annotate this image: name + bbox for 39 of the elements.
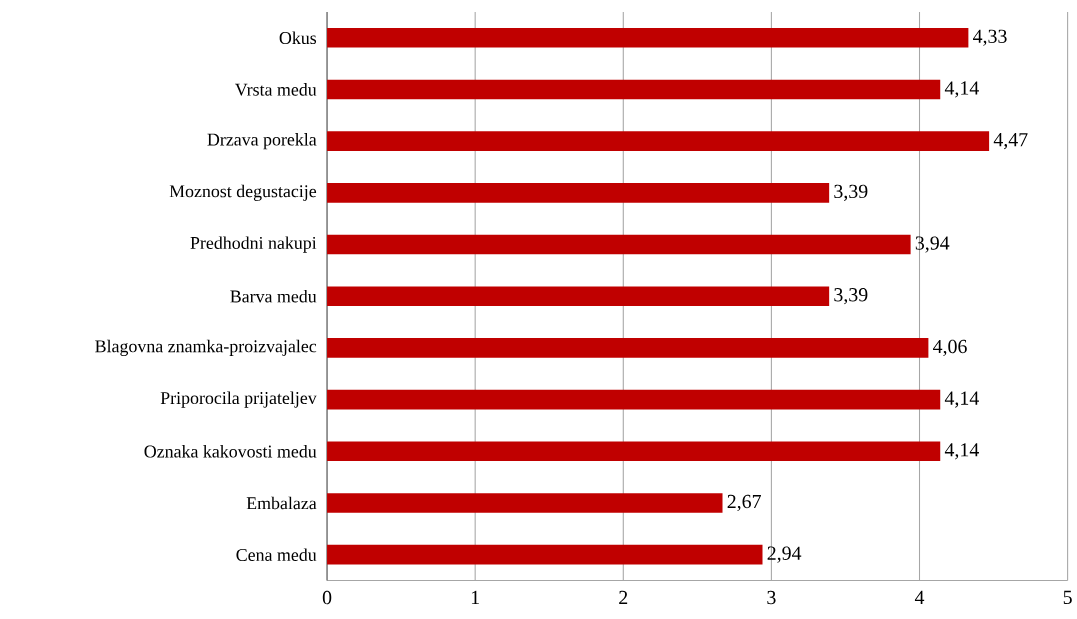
data-label: 4,14 <box>944 81 979 98</box>
bar <box>327 441 941 461</box>
y-tick-label: Predhodni nakupi <box>190 236 317 253</box>
data-label: 3,39 <box>834 184 868 201</box>
y-tick-label: Vrsta medu <box>235 82 317 96</box>
bar <box>327 544 763 565</box>
bar <box>327 182 830 203</box>
bar <box>327 79 941 100</box>
bar <box>327 389 941 410</box>
data-label: 2,94 <box>767 546 802 563</box>
data-label: 4,06 <box>933 339 967 356</box>
x-tick-label: 5 <box>1063 590 1072 604</box>
x-tick-label: 0 <box>322 590 332 605</box>
data-label: 4,33 <box>973 29 1007 46</box>
data-label: 4,14 <box>944 443 979 460</box>
data-label: 4,47 <box>993 132 1028 150</box>
x-tick-label: 1 <box>471 590 479 604</box>
x-tick-label: 2 <box>619 590 628 604</box>
x-tick-label: 4 <box>914 590 925 604</box>
bar <box>327 27 969 48</box>
y-tick-label: Cena medu <box>236 548 317 561</box>
bar <box>327 131 990 151</box>
data-label: 4,14 <box>944 391 979 408</box>
bar <box>327 234 911 255</box>
data-label: 2,67 <box>727 494 761 511</box>
y-tick-label: Oznaka kakovosti medu <box>144 444 317 458</box>
x-tick-label: 3 <box>767 590 776 605</box>
y-tick-label: Drzava porekla <box>207 132 317 150</box>
y-tick-label: Moznost degustacije <box>169 184 317 201</box>
y-tick-label: Embalaza <box>246 496 317 510</box>
bar <box>327 493 723 513</box>
bar <box>327 337 929 358</box>
y-tick-label: Priporocila prijateljev <box>160 391 317 408</box>
y-tick-label: Okus <box>279 31 317 44</box>
bar <box>327 286 830 306</box>
y-tick-label: Barva medu <box>230 289 317 303</box>
y-tick-label: Blagovna znamka-proizvajalec <box>95 339 317 356</box>
data-label: 3,39 <box>834 287 868 305</box>
data-label: 3,94 <box>915 236 950 253</box>
